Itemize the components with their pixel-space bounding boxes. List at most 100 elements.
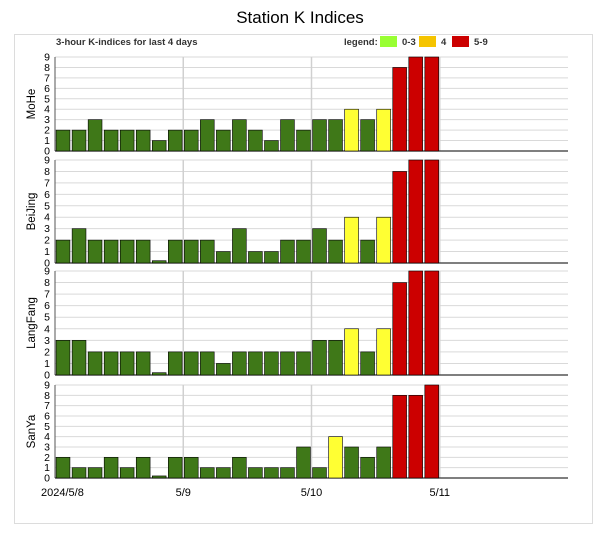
bar (216, 129, 231, 152)
y-tick-label: 5 (44, 200, 50, 212)
bar (408, 395, 423, 479)
y-tick-label: 7 (44, 289, 50, 301)
y-tick-label: 3 (44, 223, 50, 235)
y-tick-label: 3 (44, 335, 50, 347)
bar (71, 467, 87, 479)
bar (280, 239, 295, 264)
bar (71, 228, 87, 264)
y-tick-label: 6 (44, 300, 50, 312)
bar (376, 328, 391, 376)
bar (151, 260, 167, 264)
y-tick-label: 8 (44, 277, 50, 289)
bar (344, 446, 359, 479)
station-label: LangFang (26, 297, 38, 349)
bar (119, 129, 135, 152)
bar (280, 351, 295, 376)
bar (71, 129, 87, 152)
bar (184, 457, 199, 479)
y-tick-label: 4 (44, 212, 50, 224)
bar (360, 351, 375, 376)
bar (392, 67, 407, 152)
bar (248, 251, 263, 264)
y-tick-label: 4 (44, 104, 50, 116)
y-tick-label: 9 (44, 380, 50, 392)
bar (376, 108, 391, 152)
y-tick-label: 2 (44, 346, 50, 358)
bar (296, 129, 311, 152)
bar (264, 467, 279, 479)
x-tick-label: 5/11 (429, 487, 450, 499)
bar (135, 351, 151, 376)
bar (376, 216, 391, 264)
bar (119, 467, 135, 479)
y-tick-label: 7 (44, 400, 50, 412)
bar (200, 467, 215, 479)
legend-item-label: 5-9 (474, 37, 488, 48)
y-tick-label: 0 (44, 258, 50, 270)
bar (184, 351, 199, 376)
station-label: BeiJing (26, 193, 38, 231)
bar (264, 351, 279, 376)
legend-item-label: 0-3 (402, 37, 416, 48)
chart-frame (14, 34, 593, 524)
bar (408, 159, 423, 264)
bar (296, 239, 311, 264)
bar (424, 270, 439, 376)
y-tick-label: 6 (44, 411, 50, 423)
bar (280, 467, 295, 479)
bar (232, 457, 247, 479)
bar (424, 56, 439, 152)
y-tick-label: 2 (44, 125, 50, 137)
chart-subtitle: 3-hour K-indices for last 4 days (56, 37, 197, 48)
y-tick-label: 3 (44, 114, 50, 126)
bar (424, 159, 439, 264)
bar (408, 56, 423, 152)
bar (328, 239, 343, 264)
y-tick-label: 5 (44, 93, 50, 105)
y-tick-label: 9 (44, 52, 50, 64)
x-tick-label: 5/10 (301, 487, 322, 499)
bar (135, 129, 151, 152)
x-tick-label: 2024/5/8 (41, 487, 84, 499)
bar (55, 457, 71, 479)
y-tick-label: 2 (44, 452, 50, 464)
bar (168, 129, 183, 152)
legend: 0-3 4 5-9 (380, 36, 488, 48)
y-tick-label: 9 (44, 266, 50, 278)
y-tick-label: 0 (44, 146, 50, 158)
y-tick-label: 0 (44, 370, 50, 382)
bar (103, 457, 119, 479)
bar (264, 251, 279, 264)
bar (376, 446, 391, 479)
y-tick-label: 7 (44, 72, 50, 84)
bar (184, 129, 199, 152)
panels: 0123456789MoHe0123456789BeiJing012345678… (26, 52, 568, 485)
bar (392, 395, 407, 479)
bar (312, 119, 327, 152)
bar (103, 351, 119, 376)
bar (216, 251, 231, 264)
bar (248, 351, 263, 376)
bar (135, 239, 151, 264)
bar (360, 119, 375, 152)
bar (55, 129, 71, 152)
y-tick-label: 5 (44, 421, 50, 433)
bar (360, 239, 375, 264)
bar (296, 351, 311, 376)
bar (328, 340, 343, 376)
bar (200, 239, 215, 264)
bar (87, 467, 103, 479)
bar (360, 457, 375, 479)
bar (312, 228, 327, 264)
bar (103, 239, 119, 264)
y-tick-label: 8 (44, 166, 50, 178)
bar (392, 171, 407, 264)
bar (344, 328, 359, 376)
bar (312, 467, 327, 479)
bar (151, 475, 167, 479)
y-tick-label: 1 (44, 246, 50, 258)
station-label: SanYa (26, 414, 38, 448)
legend-label: legend: (344, 37, 378, 48)
